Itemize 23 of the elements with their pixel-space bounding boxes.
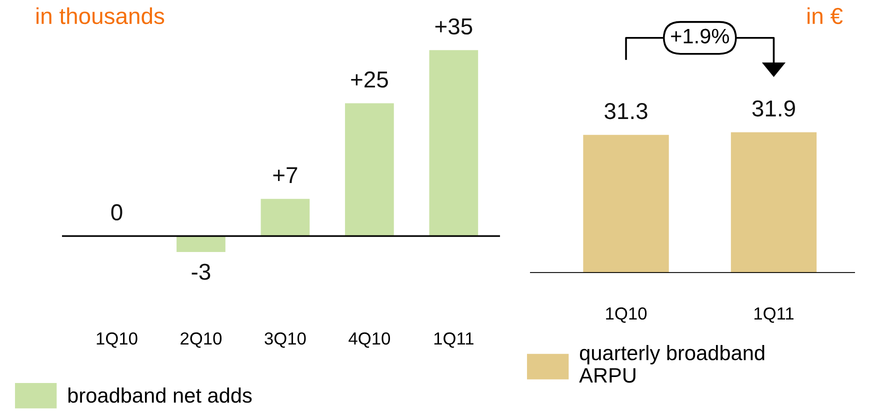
data-label: 31.9 [752,100,795,117]
data-label: 0 [111,204,122,220]
data-label: -3 [192,264,210,280]
data-label: +35 [435,18,472,35]
bar [176,236,226,252]
chart-title: in € [808,7,843,24]
data-label: +7 [273,167,298,184]
legend-label: quarterly broadband ARPU [579,345,764,383]
x-tick-label: 3Q10 [264,332,306,348]
x-tick-label: 4Q10 [348,332,390,348]
text: +1.9% [671,28,729,44]
data-label: 31.3 [604,102,648,120]
data-label: +25 [351,71,388,88]
legend-label: broadband net adds [68,387,252,403]
x-tick-label: 1Q10 [96,332,138,348]
chart-title: in thousands [36,7,164,24]
bar [429,50,478,236]
x-tick-label: 2Q10 [180,332,222,348]
bar [260,198,310,236]
bar [345,103,394,236]
x-tick-label: 1Q11 [434,332,474,348]
x-tick-label: 1Q11 [754,307,794,323]
x-tick-label: 1Q10 [606,307,647,323]
